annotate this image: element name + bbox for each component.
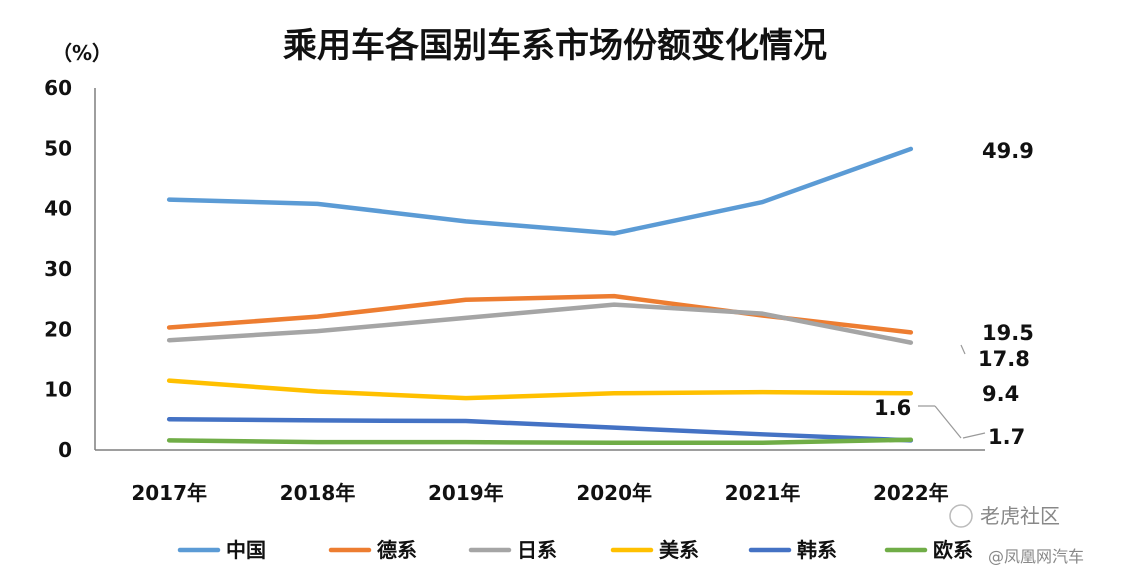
- series-line-4: [166, 416, 914, 443]
- x-tick-label: 2022年: [873, 481, 949, 505]
- x-tick-label: 2019年: [428, 481, 504, 505]
- series-lines: [166, 146, 914, 446]
- data-label-china-2022: 49.9: [982, 139, 1034, 163]
- x-tick-label: 2021年: [725, 481, 801, 505]
- leader-line-europe: [962, 432, 986, 439]
- watermark: 老虎社区 @凤凰网汽车: [949, 504, 1084, 566]
- watermark-sub: @凤凰网汽车: [988, 547, 1084, 566]
- x-tick-label: 2017年: [131, 481, 207, 505]
- x-tick-label: 2020年: [576, 481, 652, 505]
- data-label-usa-2022: 9.4: [982, 382, 1019, 406]
- axes: [94, 88, 985, 451]
- y-tick-label: 50: [44, 136, 72, 160]
- data-label-korea-2022: 1.6: [874, 396, 911, 420]
- y-tick-label: 20: [44, 317, 72, 341]
- legend-label: 欧系: [933, 538, 973, 562]
- y-tick-label: 0: [58, 438, 72, 462]
- y-tick-label: 30: [44, 257, 72, 281]
- legend-label: 美系: [659, 538, 699, 562]
- y-axis-unit-label: （%）: [52, 41, 112, 65]
- legend: 中国 德系 日系 美系 韩系 欧系: [177, 538, 973, 562]
- data-label-europe-2022: 1.7: [988, 425, 1025, 449]
- legend-label: 日系: [517, 538, 557, 562]
- leader-line-korea-2: [934, 405, 962, 439]
- series-line-1: [166, 293, 914, 335]
- series-line-2: [166, 302, 914, 345]
- watermark-logo-icon: [949, 504, 973, 528]
- chart-title: 乘用车各国别车系市场份额变化情况: [283, 26, 827, 66]
- leader-line-japan: [960, 344, 966, 355]
- legend-label: 韩系: [797, 538, 837, 562]
- legend-label: 德系: [377, 538, 417, 562]
- series-line-5: [166, 437, 914, 446]
- data-label-germany-2022: 19.5: [982, 321, 1034, 345]
- y-tick-label: 60: [44, 76, 72, 100]
- y-tick-label: 40: [44, 197, 72, 221]
- legend-label: 中国: [226, 538, 266, 562]
- y-tick-label: 10: [44, 378, 72, 402]
- data-labels: 49.9 19.5 17.8 9.4 1.6 1.7: [874, 139, 1034, 449]
- x-tick-label: 2018年: [280, 481, 356, 505]
- x-tick-labels: 2017年 2018年 2019年 2020年 2021年 2022年: [131, 481, 948, 505]
- series-line-0: [166, 146, 914, 236]
- data-label-japan-2022: 17.8: [978, 347, 1030, 371]
- watermark-text: 老虎社区: [980, 504, 1060, 528]
- y-tick-labels: 0 10 20 30 40 50 60: [44, 76, 72, 462]
- series-line-3: [166, 378, 914, 401]
